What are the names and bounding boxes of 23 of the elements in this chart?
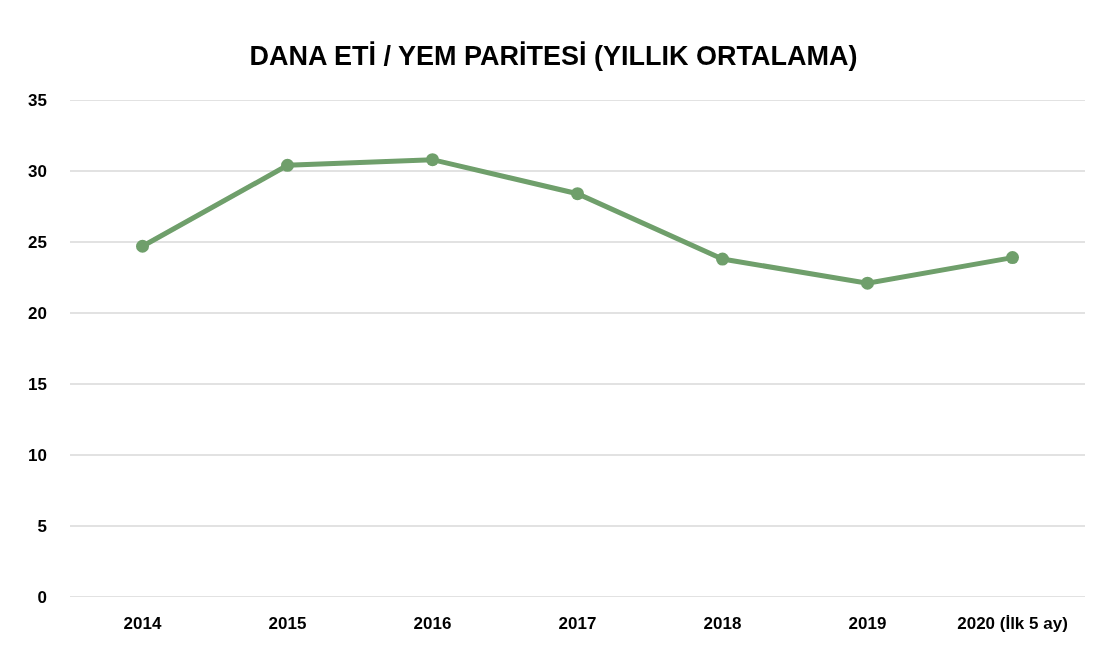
y-tick-label: 30 — [28, 161, 47, 181]
point — [1006, 251, 1019, 265]
x-tick-label: 2014 — [123, 614, 162, 633]
x-tick-label: 2018 — [703, 614, 742, 633]
point — [136, 239, 149, 253]
x-tick-label: 2015 — [268, 614, 307, 633]
y-tick-label: 0 — [37, 587, 47, 607]
y-tick-label: 35 — [28, 90, 47, 110]
y-tick-label: 15 — [28, 374, 47, 394]
y-tick-label: 25 — [28, 232, 47, 252]
point — [716, 252, 729, 266]
chart-title: DANA ETİ / YEM PARİTESİ (YILLIK ORTALAMA) — [249, 40, 858, 71]
point — [861, 276, 874, 290]
y-tick-label: 20 — [28, 303, 47, 323]
x-tick-label: 2019 — [848, 614, 887, 633]
point — [426, 153, 439, 167]
x-tick-label: 2020 (İlk 5 ay) — [957, 614, 1068, 633]
y-tick-label: 5 — [37, 516, 47, 536]
y-tick-label: 10 — [28, 445, 47, 465]
x-tick-label: 2016 — [413, 614, 452, 633]
x-tick-label: 2017 — [558, 614, 597, 633]
point — [571, 187, 584, 201]
point — [281, 158, 294, 172]
